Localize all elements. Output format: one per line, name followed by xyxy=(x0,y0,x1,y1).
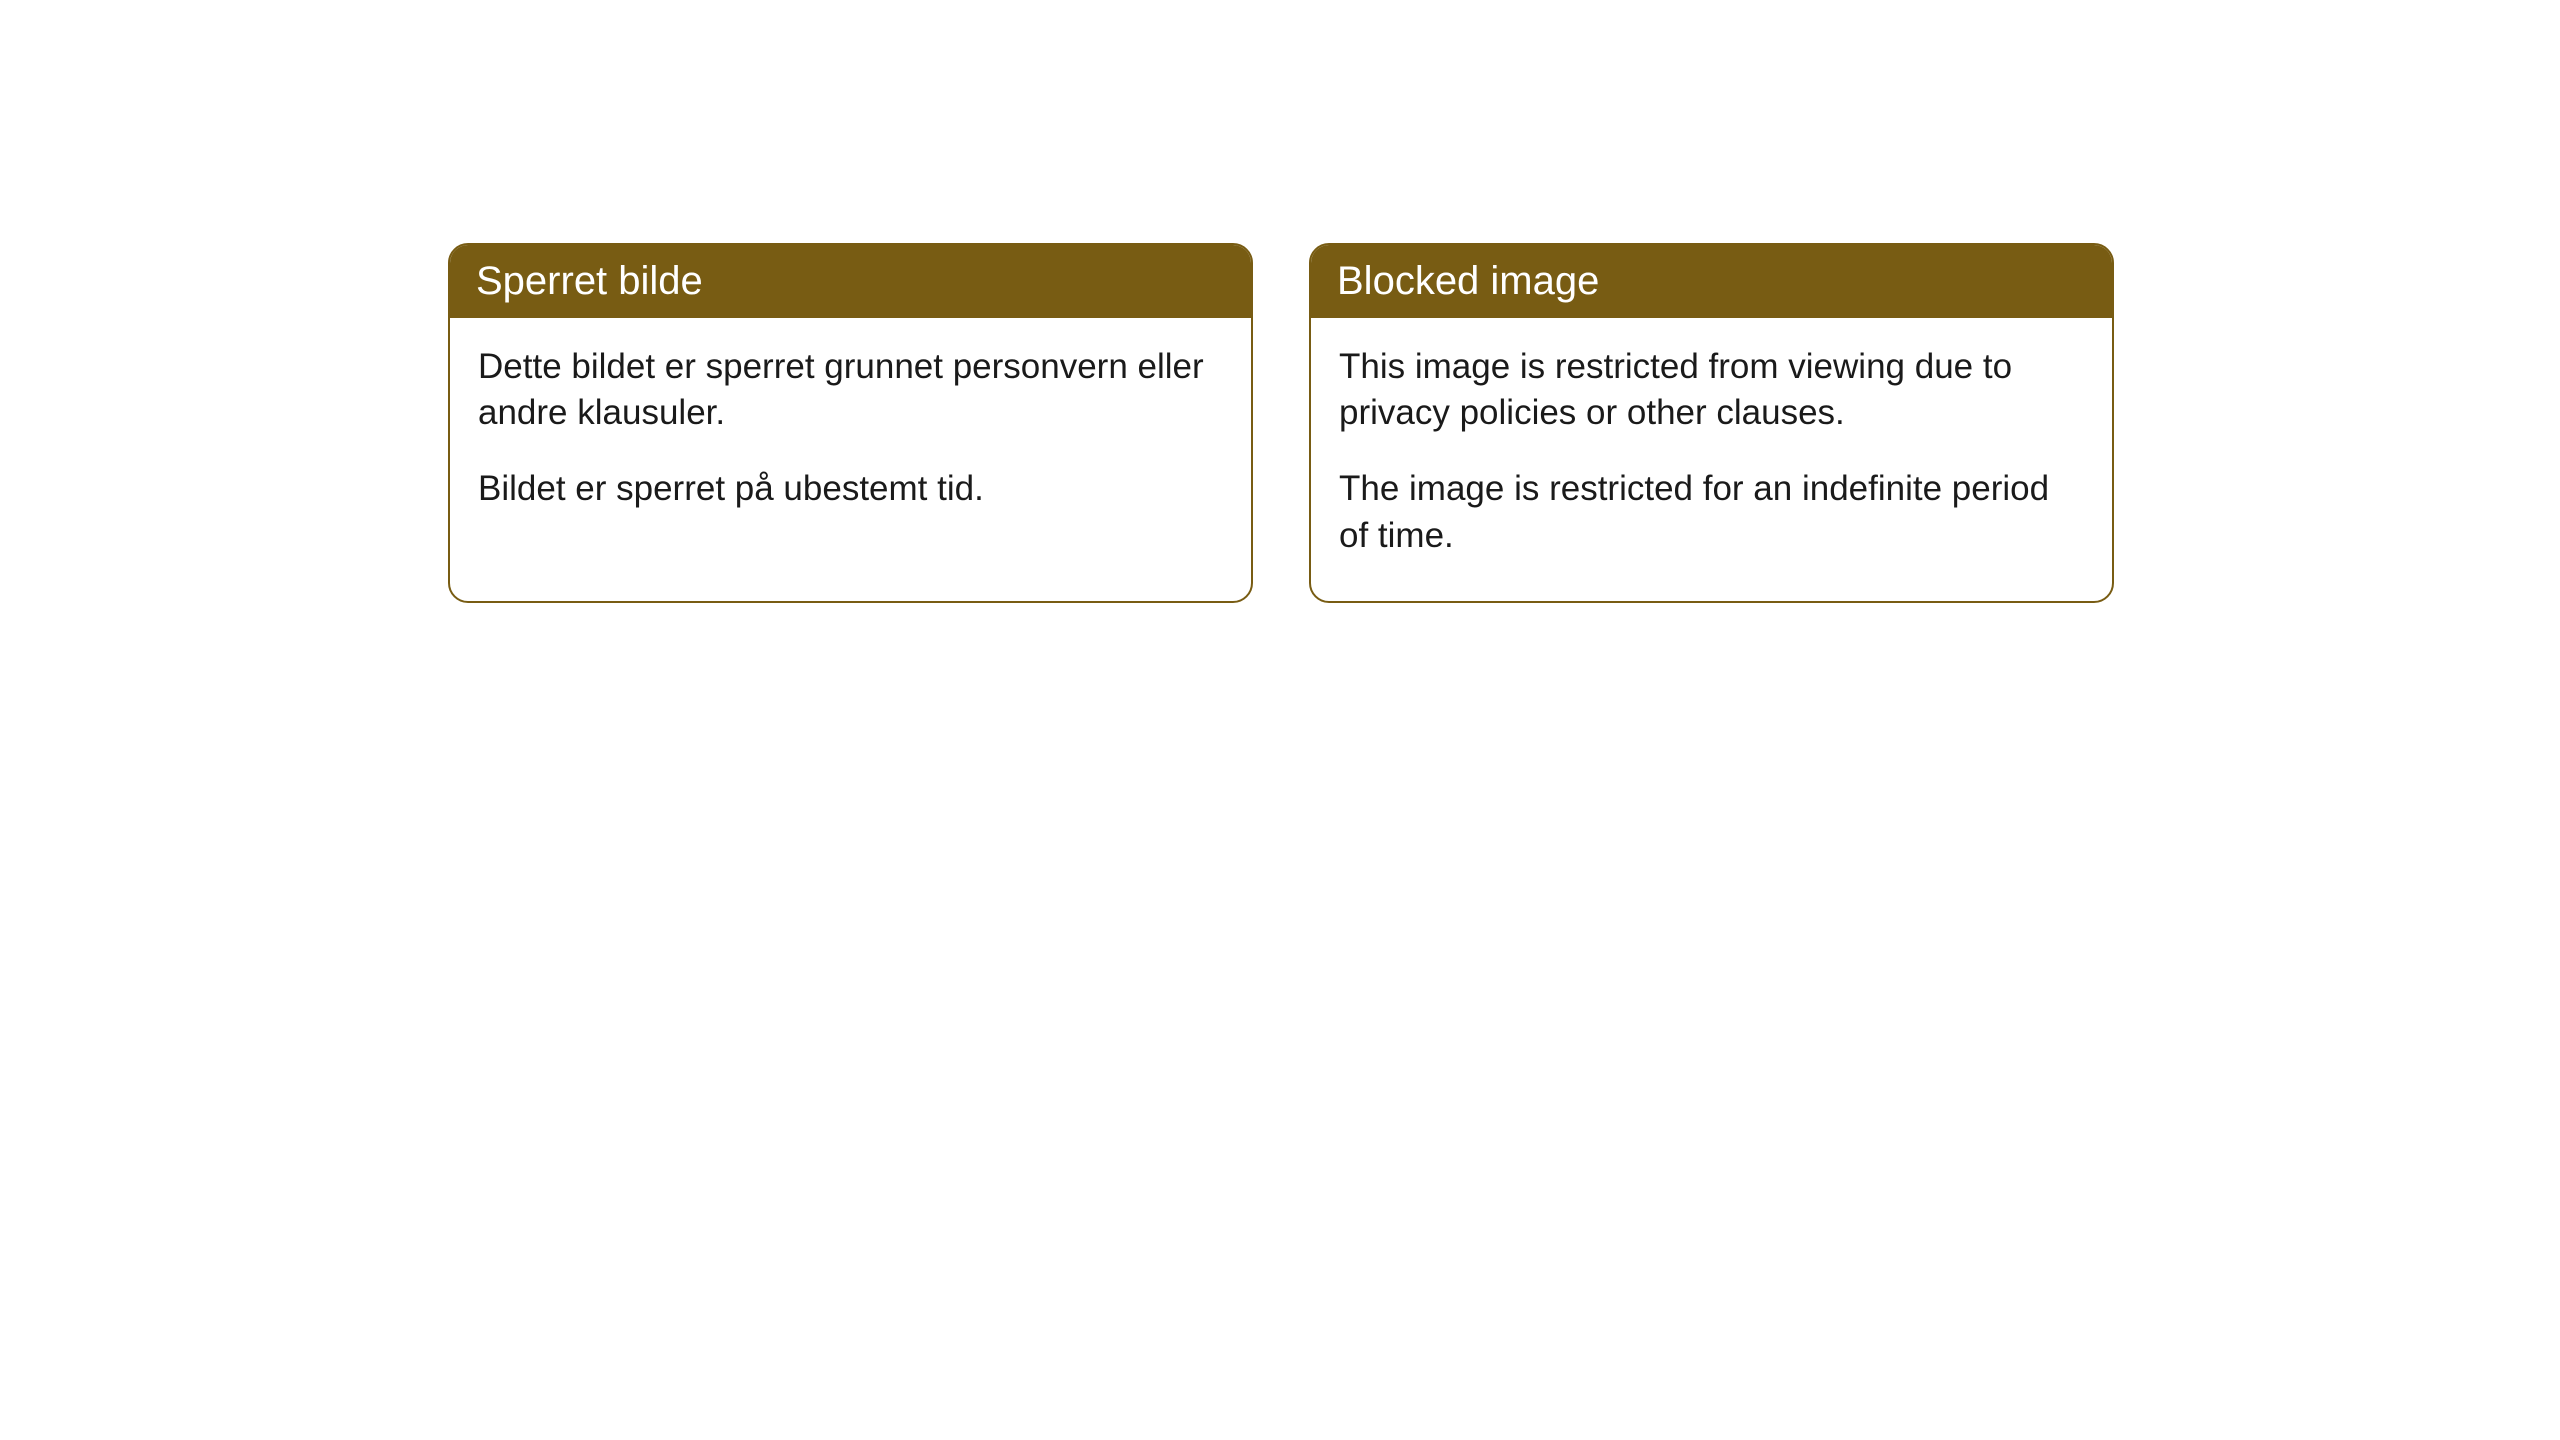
card-paragraph-1: This image is restricted from viewing du… xyxy=(1339,344,2084,436)
blocked-image-card-norwegian: Sperret bilde Dette bildet er sperret gr… xyxy=(448,243,1253,603)
card-paragraph-1: Dette bildet er sperret grunnet personve… xyxy=(478,344,1223,436)
card-paragraph-2: Bildet er sperret på ubestemt tid. xyxy=(478,466,1223,512)
card-header-english: Blocked image xyxy=(1311,245,2112,318)
card-title: Sperret bilde xyxy=(476,259,703,303)
card-header-norwegian: Sperret bilde xyxy=(450,245,1251,318)
blocked-image-card-english: Blocked image This image is restricted f… xyxy=(1309,243,2114,603)
card-title: Blocked image xyxy=(1337,259,1599,303)
card-body-norwegian: Dette bildet er sperret grunnet personve… xyxy=(450,318,1251,555)
notice-cards-container: Sperret bilde Dette bildet er sperret gr… xyxy=(448,243,2114,603)
card-paragraph-2: The image is restricted for an indefinit… xyxy=(1339,466,2084,558)
card-body-english: This image is restricted from viewing du… xyxy=(1311,318,2112,601)
